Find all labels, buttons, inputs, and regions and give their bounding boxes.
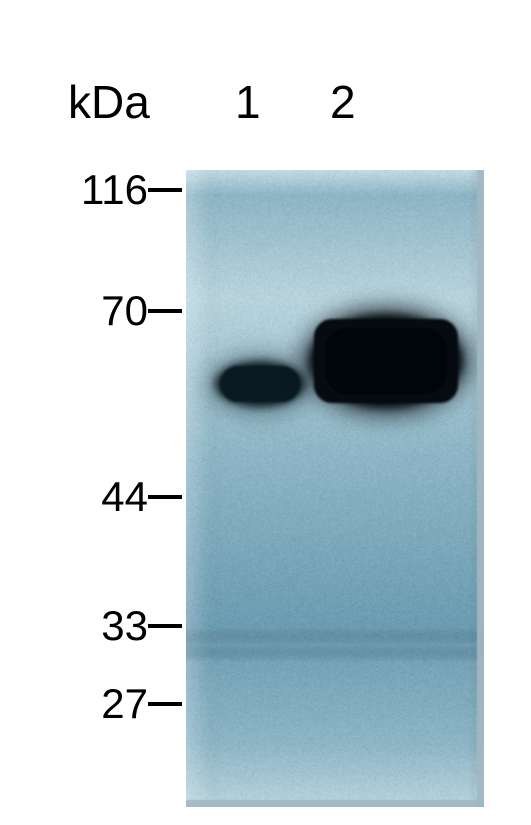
marker-tick <box>148 495 182 499</box>
lane-label-1: 1 <box>235 75 261 129</box>
marker-label-116: 116 <box>28 166 148 214</box>
marker-label-27: 27 <box>28 680 148 728</box>
marker-label-44: 44 <box>28 473 148 521</box>
marker-tick <box>148 702 182 706</box>
marker-tick <box>148 188 182 192</box>
marker-label-70: 70 <box>28 287 148 335</box>
lane-label-2: 2 <box>330 75 356 129</box>
marker-label-33: 33 <box>28 602 148 650</box>
marker-tick <box>148 624 182 628</box>
blot-membrane <box>186 170 484 807</box>
unit-label: kDa <box>68 75 150 129</box>
marker-tick <box>148 309 182 313</box>
western-blot-figure: kDa 1 2 116 70 44 33 27 <box>0 0 531 825</box>
